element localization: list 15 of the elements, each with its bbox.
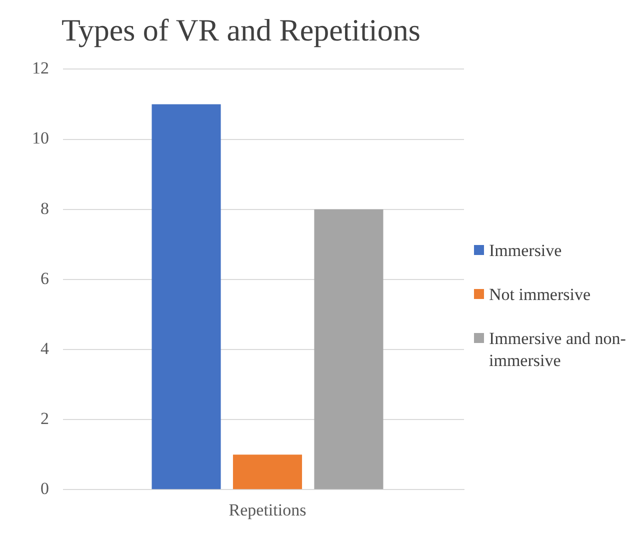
y-tick-label: 6 bbox=[40, 268, 49, 288]
legend-label: Immersive and non-immersive bbox=[489, 328, 627, 372]
legend-label: Not immersive bbox=[489, 284, 591, 306]
y-tick-label: 4 bbox=[40, 338, 50, 358]
bar bbox=[314, 209, 384, 490]
legend-label: Immersive bbox=[489, 240, 562, 262]
y-tick-label: 2 bbox=[40, 409, 49, 428]
y-tick-label: 8 bbox=[40, 198, 49, 218]
chart-title: Types of VR and Repetitions bbox=[62, 12, 420, 48]
x-tick-label: Repetitions bbox=[228, 500, 306, 520]
y-tick-label: 10 bbox=[32, 128, 49, 148]
y-tick-label: 0 bbox=[40, 479, 49, 498]
bar bbox=[232, 454, 302, 490]
bar bbox=[152, 104, 221, 490]
y-tick-label: 12 bbox=[32, 58, 49, 78]
